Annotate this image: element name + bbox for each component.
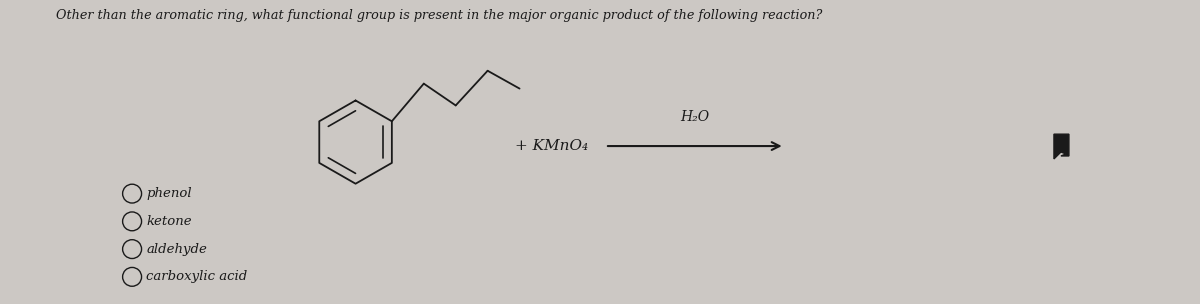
- Text: Other than the aromatic ring, what functional group is present in the major orga: Other than the aromatic ring, what funct…: [56, 9, 823, 22]
- Text: carboxylic acid: carboxylic acid: [146, 270, 247, 283]
- Text: + KMnO₄: + KMnO₄: [515, 139, 588, 153]
- Text: aldehyde: aldehyde: [146, 243, 206, 256]
- Text: ketone: ketone: [146, 215, 192, 228]
- Text: H₂O: H₂O: [680, 110, 709, 124]
- Polygon shape: [1054, 134, 1069, 159]
- Text: phenol: phenol: [146, 187, 192, 200]
